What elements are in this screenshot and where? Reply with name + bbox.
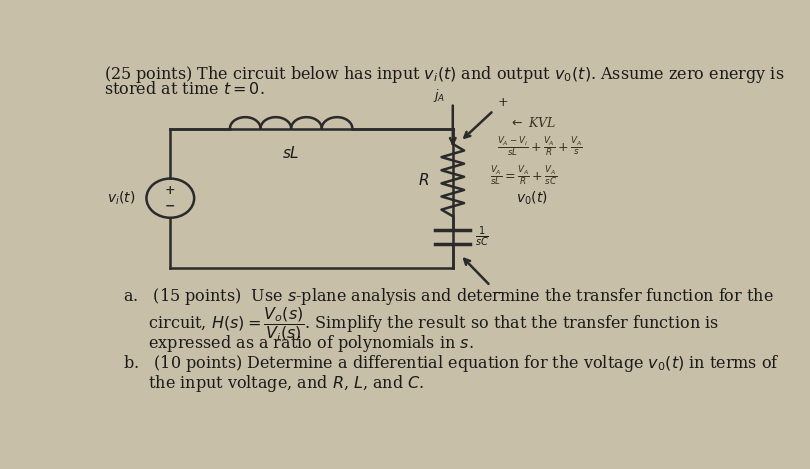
Text: b.   (10 points) Determine a differential equation for the voltage $v_0(t)$ in t: b. (10 points) Determine a differential …	[123, 353, 780, 374]
Text: $\frac{V_A - V_i}{sL} + \frac{V_A}{R} + \frac{V_A}{s}$: $\frac{V_A - V_i}{sL} + \frac{V_A}{R} + …	[497, 135, 582, 159]
Text: expressed as a ratio of polynomials in $s$.: expressed as a ratio of polynomials in $…	[123, 333, 474, 354]
Text: $\frac{V_A}{sL} = \frac{V_A}{R} + \frac{V_A}{sC}$: $\frac{V_A}{sL} = \frac{V_A}{R} + \frac{…	[491, 165, 558, 188]
Text: (25 points) The circuit below has input $v_i(t)$ and output $v_0(t)$. Assume zer: (25 points) The circuit below has input …	[104, 64, 785, 85]
Text: +: +	[165, 184, 176, 197]
Text: a.   (15 points)  Use $s$-plane analysis and determine the transfer function for: a. (15 points) Use $s$-plane analysis an…	[123, 286, 774, 307]
Text: −: −	[165, 199, 176, 212]
Text: $\frac{1}{sC}$: $\frac{1}{sC}$	[475, 225, 489, 249]
Text: the input voltage, and $R$, $L$, and $C$.: the input voltage, and $R$, $L$, and $C$…	[123, 372, 424, 393]
Text: +: +	[498, 96, 509, 109]
Text: stored at time $t = 0$.: stored at time $t = 0$.	[104, 81, 265, 98]
Text: −: −	[493, 287, 504, 301]
Text: $v_0(t)$: $v_0(t)$	[516, 189, 548, 207]
Text: $j_A$: $j_A$	[433, 87, 446, 104]
Text: $\leftarrow$ KVL: $\leftarrow$ KVL	[509, 116, 556, 129]
Text: circuit, $H(s) = \dfrac{V_o(s)}{V_i(s)}$. Simplify the result so that the transf: circuit, $H(s) = \dfrac{V_o(s)}{V_i(s)}$…	[123, 305, 719, 344]
Text: $sL$: $sL$	[283, 145, 300, 161]
Text: $v_i(t)$: $v_i(t)$	[108, 189, 136, 207]
Text: $R$: $R$	[418, 172, 429, 188]
